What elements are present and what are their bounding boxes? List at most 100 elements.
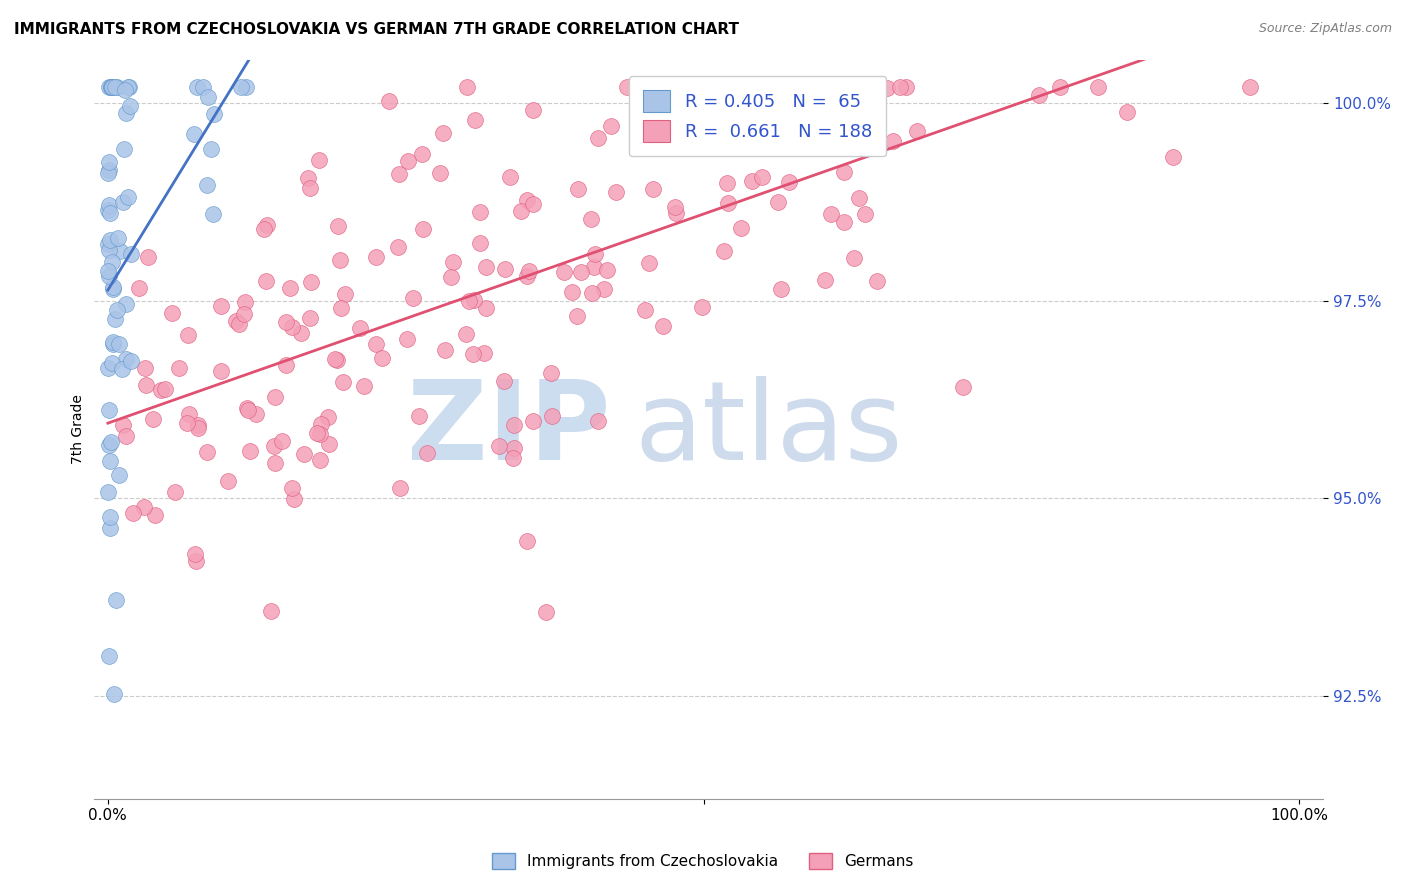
Point [329, 252, 352, 267]
Point [1028, 88, 1050, 103]
Point [665, 206, 688, 220]
Point [256, 219, 278, 233]
Point [100, 80, 122, 95]
Point [318, 436, 340, 450]
Point [235, 80, 257, 95]
Point [456, 80, 478, 95]
Point [100, 80, 122, 95]
Point [366, 250, 388, 264]
Point [104, 593, 127, 607]
Point [308, 427, 330, 442]
Point [263, 457, 285, 471]
Point [197, 178, 219, 192]
Text: Source: ZipAtlas.com: Source: ZipAtlas.com [1258, 22, 1392, 36]
Point [472, 345, 495, 359]
Point [468, 236, 491, 251]
Point [741, 173, 763, 187]
Point [135, 378, 157, 392]
Point [593, 282, 616, 296]
Point [229, 80, 252, 95]
Point [280, 319, 302, 334]
Point [108, 337, 131, 351]
Point [97, 162, 120, 177]
Point [120, 353, 142, 368]
Point [534, 605, 557, 619]
Point [751, 169, 773, 184]
Point [179, 407, 201, 421]
Point [134, 500, 156, 514]
Point [475, 260, 498, 274]
Point [416, 446, 439, 460]
Text: atlas: atlas [634, 376, 903, 483]
Point [690, 300, 713, 314]
Point [323, 351, 346, 366]
Point [565, 309, 588, 323]
Point [236, 403, 259, 417]
Point [366, 337, 388, 351]
Point [713, 244, 735, 258]
Point [411, 146, 433, 161]
Point [1087, 80, 1109, 95]
Point [142, 412, 165, 426]
Point [814, 273, 837, 287]
Point [155, 382, 177, 396]
Point [100, 435, 122, 450]
Point [104, 312, 127, 326]
Point [1116, 105, 1139, 120]
Point [775, 120, 797, 134]
Point [162, 306, 184, 320]
Point [821, 95, 844, 109]
Point [641, 182, 664, 196]
Point [103, 336, 125, 351]
Point [197, 90, 219, 104]
Point [838, 80, 860, 95]
Point [853, 207, 876, 221]
Point [260, 604, 283, 618]
Point [236, 401, 259, 416]
Point [309, 452, 332, 467]
Point [292, 447, 315, 461]
Point [516, 534, 538, 549]
Point [700, 80, 723, 95]
Point [103, 279, 125, 293]
Point [97, 203, 120, 218]
Point [121, 506, 143, 520]
Point [502, 450, 524, 465]
Point [905, 124, 928, 138]
Point [461, 346, 484, 360]
Point [217, 474, 239, 488]
Point [468, 205, 491, 219]
Point [716, 176, 738, 190]
Legend: Immigrants from Czechoslovakia, Germans: Immigrants from Czechoslovakia, Germans [486, 847, 920, 875]
Point [98, 80, 121, 95]
Point [494, 261, 516, 276]
Point [299, 311, 322, 326]
Point [143, 508, 166, 522]
Point [842, 100, 865, 114]
Point [100, 80, 122, 95]
Point [278, 281, 301, 295]
Point [117, 190, 139, 204]
Point [492, 375, 515, 389]
Point [112, 417, 135, 432]
Point [882, 134, 904, 148]
Point [98, 233, 121, 247]
Point [441, 255, 464, 269]
Point [503, 418, 526, 433]
Point [118, 99, 141, 113]
Point [274, 315, 297, 329]
Point [239, 444, 262, 458]
Point [440, 269, 463, 284]
Point [112, 142, 135, 156]
Point [105, 302, 128, 317]
Point [107, 467, 129, 482]
Point [335, 287, 357, 301]
Point [794, 85, 817, 99]
Point [104, 80, 127, 95]
Point [669, 80, 692, 95]
Point [103, 687, 125, 701]
Point [134, 361, 156, 376]
Point [567, 182, 589, 196]
Point [309, 417, 332, 431]
Point [378, 94, 401, 108]
